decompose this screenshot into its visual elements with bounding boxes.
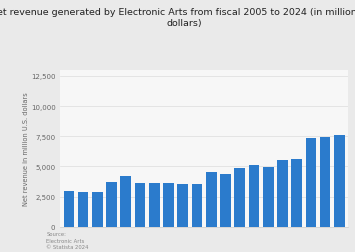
Bar	[277, 160, 288, 227]
Bar	[220, 174, 231, 227]
Bar	[149, 184, 160, 227]
Bar	[178, 184, 188, 227]
Bar	[291, 159, 302, 227]
Bar	[234, 169, 245, 227]
Bar	[334, 136, 345, 227]
Bar	[120, 176, 131, 227]
Bar	[106, 183, 117, 227]
Bar	[135, 183, 146, 227]
Bar	[192, 184, 202, 227]
Bar	[320, 138, 331, 227]
Bar	[92, 192, 103, 227]
Bar	[306, 139, 316, 227]
Bar	[163, 183, 174, 227]
Bar	[248, 165, 259, 227]
Bar	[78, 193, 88, 227]
Bar	[206, 173, 217, 227]
Bar	[263, 167, 273, 227]
Text: Net revenue generated by Electronic Arts from fiscal 2005 to 2024 (in million U.: Net revenue generated by Electronic Arts…	[0, 8, 355, 27]
Y-axis label: Net revenue in million U.S. dollars: Net revenue in million U.S. dollars	[23, 92, 29, 205]
Text: Source:
Electronic Arts
© Statista 2024: Source: Electronic Arts © Statista 2024	[46, 231, 89, 249]
Bar	[64, 191, 74, 227]
